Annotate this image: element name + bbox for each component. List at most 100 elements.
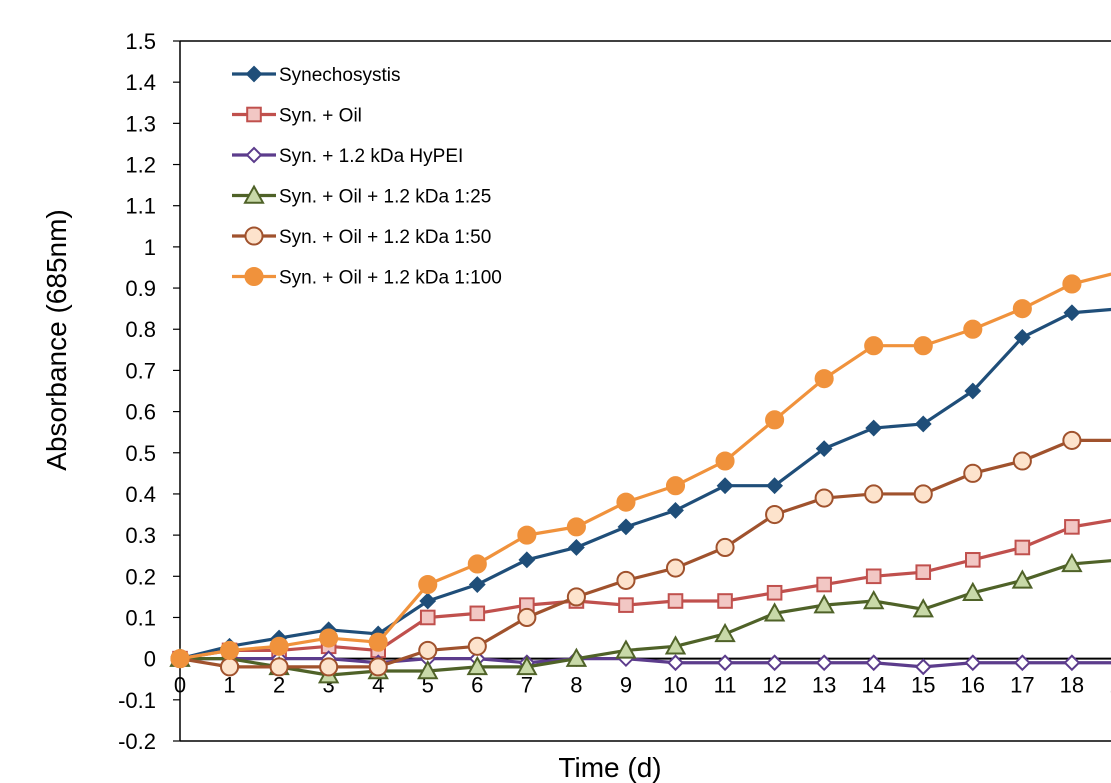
legend-label: Syn. + Oil + 1.2 kDa 1:50: [279, 227, 491, 248]
data-point: [220, 657, 240, 677]
legend-marker: [246, 106, 262, 123]
series-layer: [169, 272, 1111, 684]
data-point: [915, 564, 932, 580]
data-point: [469, 605, 486, 622]
data-point: [1063, 304, 1081, 322]
x-axis-title: Time (d): [558, 752, 661, 783]
data-point: [716, 654, 734, 672]
data-point: [618, 597, 634, 613]
x-tick-label: 6: [471, 673, 483, 698]
legend-marker: [244, 226, 264, 246]
data-point: [368, 657, 388, 677]
data-point: [865, 654, 883, 672]
data-point: [1012, 299, 1032, 319]
data-point: [566, 587, 586, 607]
legend-marker: [245, 65, 263, 83]
data-point: [864, 336, 884, 356]
y-tick-label: 1.5: [125, 29, 156, 54]
y-tick-label: 1.4: [125, 70, 156, 95]
y-tick-label: -0.1: [118, 688, 156, 713]
y-tick-label: 0.2: [125, 564, 156, 589]
data-point: [567, 539, 585, 556]
legend: Synechosystis Syn. + Oil Syn. + 1.2 kDa Hy…: [232, 65, 502, 289]
data-point: [517, 607, 537, 628]
data-point: [1064, 519, 1080, 535]
data-point: [1063, 654, 1081, 672]
data-point: [617, 518, 635, 536]
y-tick-label: 0.9: [125, 276, 156, 301]
series-5: [170, 272, 1111, 669]
legend-marker: [245, 146, 263, 164]
data-point: [565, 647, 588, 667]
data-point: [616, 570, 636, 590]
legend-marker: [244, 266, 264, 287]
data-point: [1011, 569, 1034, 589]
data-point: [468, 576, 486, 593]
data-point: [813, 594, 835, 614]
x-tick-label: 19: [1109, 673, 1111, 698]
legend-label: Synechosystis: [279, 65, 400, 86]
data-point: [865, 568, 882, 585]
data-point: [962, 581, 984, 601]
x-tick-label: 17: [1010, 673, 1034, 698]
x-tick-label: 11: [714, 673, 737, 698]
x-tick-label: 8: [570, 673, 582, 698]
x-tick-label: 13: [812, 673, 836, 698]
legend-item: Syn. + 1.2 kDa HyPEI: [232, 146, 463, 167]
legend-item: Syn. + Oil: [232, 106, 362, 127]
data-point: [418, 640, 438, 660]
y-tick-label: 1.1: [125, 194, 156, 219]
y-axis-ticks: 1.5 1.4 1.3 1.2 1.1 1 0.9 0.8 0.7 0.6 0.5 0.4 0.3 0.2…: [118, 29, 180, 754]
data-point: [269, 636, 289, 656]
x-tick-label: 12: [762, 673, 786, 698]
data-point: [914, 658, 932, 676]
data-point: [864, 484, 884, 504]
data-point: [963, 463, 983, 483]
data-point: [667, 654, 684, 672]
data-point: [715, 451, 735, 471]
data-point: [814, 369, 834, 389]
data-point: [1013, 329, 1031, 346]
data-point: [517, 525, 537, 545]
data-point: [467, 554, 487, 574]
x-tick-label: 10: [663, 673, 687, 698]
data-point: [965, 552, 981, 568]
data-point: [1061, 552, 1083, 573]
data-point: [766, 584, 783, 601]
data-point: [1013, 654, 1031, 672]
data-point: [419, 609, 436, 626]
y-tick-label: 0.3: [125, 523, 156, 548]
data-point: [269, 657, 289, 677]
y-tick-label: 1.3: [125, 111, 156, 136]
x-tick-label: 15: [911, 673, 935, 698]
legend-item: Syn. + Oil + 1.2 kDa 1:50: [232, 226, 491, 248]
data-point: [912, 598, 934, 618]
data-point: [615, 639, 637, 659]
x-tick-label: 16: [961, 673, 985, 698]
y-tick-label: 1.2: [125, 153, 156, 178]
y-tick-label: 0.1: [125, 605, 156, 630]
y-tick-label: 0: [144, 647, 156, 672]
data-point: [863, 589, 885, 610]
data-point: [516, 655, 538, 676]
data-point: [170, 649, 190, 669]
x-tick-label: 18: [1060, 673, 1084, 698]
data-point: [714, 622, 736, 643]
legend-item: Syn. + Oil + 1.2 kDa 1:100: [232, 266, 502, 289]
data-point: [1014, 539, 1031, 556]
data-point: [816, 576, 832, 593]
data-point: [1062, 274, 1082, 294]
data-point: [765, 504, 785, 525]
data-point: [814, 488, 834, 508]
legend-item: Synechosystis: [232, 65, 400, 86]
data-point: [1012, 451, 1032, 471]
x-tick-label: 9: [620, 673, 632, 698]
y-axis-title: Absorbance (685nm): [41, 209, 72, 470]
y-tick-label: 0.5: [125, 441, 156, 466]
legend-label: Syn. + Oil + 1.2 kDa 1:25: [279, 187, 491, 208]
data-point: [964, 654, 982, 672]
data-point: [319, 657, 339, 677]
data-point: [715, 537, 735, 558]
series-4: [170, 430, 1111, 677]
data-point: [815, 654, 833, 672]
